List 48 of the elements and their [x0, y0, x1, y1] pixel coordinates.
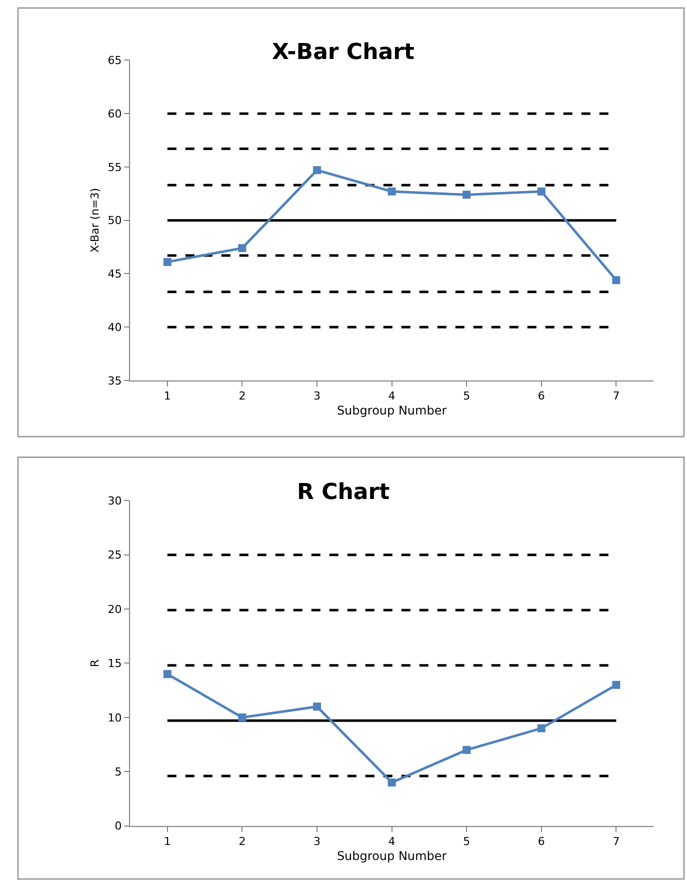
y-tick-label: 30: [108, 494, 122, 508]
point: [238, 713, 246, 722]
y-tick-label: 55: [108, 160, 122, 174]
chart-title: X-Bar Chart: [272, 40, 415, 65]
x-tick-label: 7: [612, 390, 620, 403]
x-tick-label: 3: [314, 390, 320, 403]
y-tick-label: 10: [108, 711, 122, 724]
x-tick-label: 4: [388, 835, 396, 848]
y-tick-label: 15: [108, 657, 122, 670]
x-tick-label: 4: [388, 390, 396, 403]
point: [313, 166, 321, 174]
point: [612, 680, 620, 689]
x-tick-label: 7: [612, 835, 620, 848]
y-axis-title: R: [88, 659, 102, 668]
point: [462, 746, 471, 754]
x-tick-label: 6: [538, 835, 545, 848]
point: [388, 778, 396, 786]
point: [163, 670, 172, 678]
point: [537, 187, 546, 196]
point: [313, 702, 321, 711]
point: [612, 276, 620, 284]
x-tick-label: 1: [164, 390, 171, 403]
point: [462, 190, 471, 199]
y-tick-label: 35: [108, 374, 122, 388]
x-tick-label: 2: [238, 390, 246, 403]
point: [537, 724, 546, 732]
x-tick-label: 6: [538, 390, 545, 403]
y-tick-label: 0: [114, 820, 122, 833]
x-axis-title: Subgroup Number: [336, 848, 447, 863]
chart-title: R Chart: [297, 480, 390, 505]
y-tick-label: 25: [108, 548, 122, 562]
y-tick-label: 65: [108, 54, 122, 68]
y-axis-title: X-Bar (n=3): [88, 188, 102, 253]
point: [163, 258, 172, 266]
x-tick-label: 2: [238, 835, 246, 848]
y-tick-label: 60: [108, 107, 122, 120]
point: [388, 187, 396, 196]
x-tick-label: 5: [463, 835, 470, 848]
x-tick-label: 5: [463, 390, 470, 403]
x-tick-label: 3: [314, 835, 320, 848]
y-tick-label: 50: [108, 214, 122, 228]
point: [238, 244, 246, 252]
y-tick-label: 20: [108, 602, 122, 616]
y-tick-label: 5: [114, 765, 122, 778]
x-tick-label: 1: [164, 835, 171, 848]
y-tick-label: 40: [108, 320, 122, 334]
x-axis-title: Subgroup Number: [336, 404, 447, 418]
y-tick-label: 45: [108, 268, 122, 281]
